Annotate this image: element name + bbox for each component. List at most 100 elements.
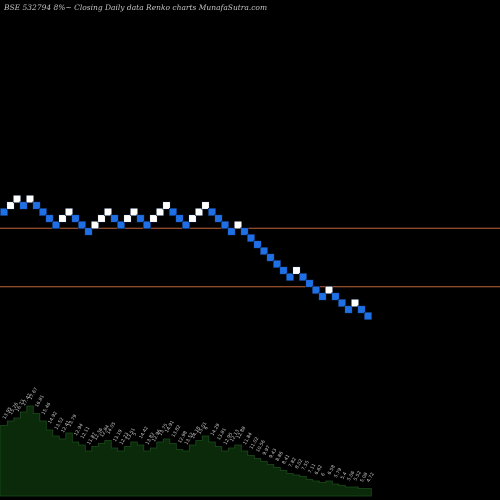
- value-label: 12.23: [119, 432, 131, 446]
- value-label: 5: [132, 431, 139, 437]
- value-label: 5.06: [346, 470, 356, 482]
- value-label: 6.58: [327, 464, 337, 476]
- renko-brick-up: [324, 285, 334, 295]
- renko-brick-down: [71, 214, 80, 223]
- renko-brick-down: [279, 266, 288, 275]
- value-label: 5.4: [340, 471, 349, 480]
- renko-brick-down: [240, 227, 249, 236]
- renko-brick-down: [298, 272, 308, 282]
- chart-title: BSE 532794 8%~ Closing Daily data Renko …: [4, 3, 268, 12]
- value-label: 13.75: [158, 423, 170, 437]
- value-label: 9.97: [262, 445, 272, 457]
- renko-brick-up: [149, 214, 158, 223]
- renko-brick-down: [45, 214, 54, 223]
- value-label: 17.67: [28, 387, 40, 401]
- value-labels: 13.9515.2616.7317.4217.6716.8115.4614.92…: [2, 387, 376, 484]
- value-label: 12.11: [80, 426, 92, 440]
- value-label: 14.42: [138, 426, 150, 440]
- renko-brick-down: [175, 214, 184, 223]
- renko-brick-down: [110, 214, 119, 223]
- renko-brick-up: [155, 207, 165, 217]
- renko-brick-up: [103, 207, 113, 217]
- renko-brick-down: [363, 311, 373, 321]
- value-label: 16.73: [15, 399, 27, 413]
- renko-brick-up: [292, 266, 301, 275]
- renko-brick-down: [84, 227, 93, 236]
- renko-brick-down: [357, 305, 366, 314]
- value-label: 10.56: [255, 439, 267, 453]
- renko-brick-up: [233, 220, 243, 230]
- renko-brick-down: [331, 292, 340, 301]
- value-label: 8.86: [275, 451, 285, 463]
- value-label: 13.52: [54, 417, 66, 431]
- value-label: 6.62: [314, 464, 324, 476]
- renko-brick-down: [227, 227, 236, 236]
- renko-brick-down: [116, 220, 126, 230]
- renko-brick-up: [12, 194, 22, 204]
- value-label: 4.72: [366, 472, 376, 484]
- value-label: 13.51: [125, 427, 137, 441]
- renko-brick-down: [220, 220, 230, 230]
- renko-brick-down: [32, 201, 41, 210]
- renko-brick-down: [318, 292, 327, 301]
- renko-brick-down: [51, 220, 61, 230]
- value-label: 13.82: [145, 432, 157, 446]
- value-label: 16.81: [34, 394, 46, 408]
- value-label: 12.96: [151, 429, 163, 443]
- value-label: 14.29: [210, 423, 222, 437]
- value-label: 14.91: [164, 420, 176, 434]
- value-label: 17.42: [21, 393, 33, 407]
- value-label: 8.02: [294, 458, 304, 470]
- value-label: 15.46: [41, 402, 53, 416]
- value-label: 13.79: [67, 414, 79, 428]
- value-label: 12.36: [93, 427, 105, 441]
- renko-brick-up: [194, 207, 204, 217]
- value-label: 5.52: [353, 470, 363, 482]
- volume-area: [0, 405, 372, 497]
- value-label: 7.11: [307, 463, 317, 475]
- renko-brick-down: [0, 207, 9, 217]
- value-label: 12.88: [236, 426, 248, 440]
- value-label: 11.87: [86, 432, 98, 446]
- value-label: 13.52: [184, 432, 196, 446]
- value-label: 12.98: [177, 430, 189, 444]
- renko-brick-up: [64, 207, 74, 217]
- renko-brick-down: [259, 246, 269, 256]
- value-label: 12.13: [229, 429, 241, 443]
- value-label: 7.82: [288, 457, 298, 469]
- renko-brick-up: [6, 201, 15, 210]
- renko-brick-down: [266, 253, 275, 262]
- value-label: 9.43: [268, 448, 278, 460]
- value-label: 12.41: [60, 420, 72, 434]
- value-label: 7.55: [301, 460, 311, 472]
- renko-brick-down: [181, 220, 191, 230]
- value-label: 14.92: [47, 411, 59, 425]
- value-label: 12.94: [73, 423, 85, 437]
- value-label: 11.84: [242, 432, 254, 446]
- value-label: 5.79: [333, 467, 343, 479]
- renko-brick-up: [123, 214, 132, 223]
- renko-brick-down: [253, 240, 262, 249]
- value-label: 15.01: [197, 421, 209, 435]
- renko-brick-down: [136, 214, 145, 223]
- value-label: 11.02: [249, 436, 261, 450]
- renko-brick-down: [311, 285, 321, 295]
- renko-brick-up: [162, 201, 171, 210]
- value-label: 8.41: [281, 454, 291, 466]
- renko-brick-down: [77, 220, 87, 230]
- renko-brick-down: [285, 272, 295, 282]
- renko-brick-up: [188, 214, 197, 223]
- renko-brick-down: [207, 207, 217, 217]
- value-label: 6: [203, 425, 210, 431]
- renko-brick-down: [337, 298, 347, 308]
- renko-brick-down: [305, 279, 314, 288]
- value-label: 12.95: [223, 432, 235, 446]
- renko-brick-down: [168, 207, 178, 217]
- renko-brick-down: [214, 214, 223, 223]
- renko-brick-up: [97, 214, 106, 223]
- renko-brick-down: [246, 233, 256, 243]
- renko-brick-up: [350, 298, 360, 308]
- value-label: 13.19: [112, 429, 124, 443]
- renko-brick-down: [142, 220, 152, 230]
